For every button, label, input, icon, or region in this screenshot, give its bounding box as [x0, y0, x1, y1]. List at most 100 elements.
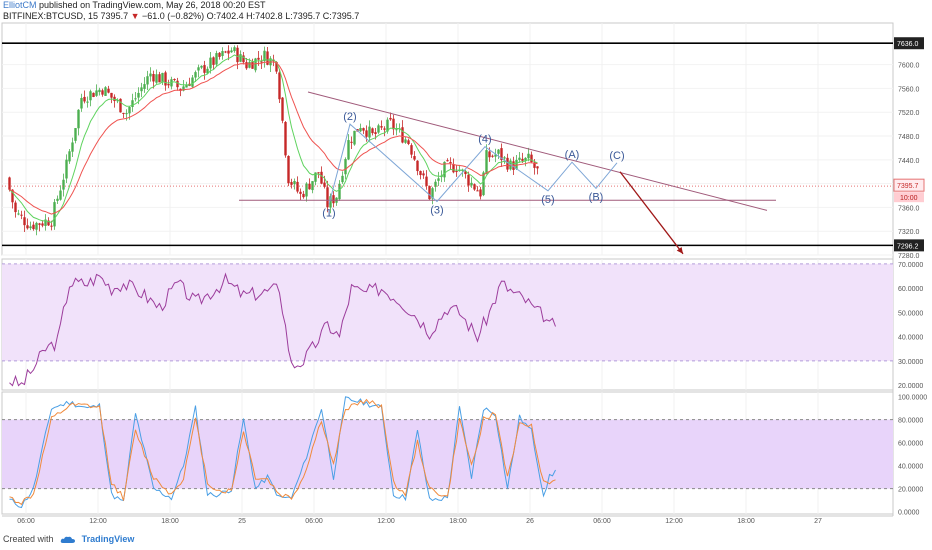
- candle-body: [164, 72, 167, 86]
- candle-body: [404, 139, 407, 143]
- rsi-axis-label: 40.0000: [898, 335, 923, 342]
- candle-body: [98, 89, 101, 93]
- candle-body: [320, 171, 323, 184]
- candle-body: [434, 181, 437, 187]
- candle-body: [482, 172, 485, 196]
- key-level-label: 7636.0: [897, 41, 919, 48]
- candle-body: [68, 151, 71, 162]
- time-axis-label: 12:00: [377, 518, 395, 525]
- tradingview-logo-icon: [60, 536, 76, 543]
- candle-body: [197, 67, 200, 71]
- candle-body: [521, 158, 524, 161]
- trading-chart[interactable]: 06:00 12:00 18:00 25 06:00 12:00 18:00 26 06:00 1…: [0, 0, 932, 530]
- candle-body: [128, 106, 131, 114]
- candle-body: [257, 57, 260, 60]
- publish-info: published on TradingView.com, May 26, 20…: [39, 0, 266, 10]
- candle-body: [350, 141, 353, 143]
- stoch-axis-label: 100.0000: [898, 395, 927, 402]
- stoch-axis-label: 60.0000: [898, 441, 923, 448]
- candle-body: [221, 51, 224, 57]
- candle-body: [371, 128, 374, 134]
- candle-body: [422, 173, 425, 176]
- rsi-axis-label: 70.0000: [898, 262, 923, 269]
- created-with-label: Created with: [3, 534, 54, 544]
- wave-label: (2): [343, 111, 356, 123]
- candle-body: [20, 214, 23, 216]
- candle-body: [296, 181, 299, 192]
- candle-body: [302, 193, 305, 198]
- candle-body: [194, 72, 197, 78]
- candle-body: [173, 79, 176, 81]
- rsi-band: [2, 263, 893, 361]
- candle-body: [134, 98, 137, 100]
- candle-body: [200, 65, 203, 68]
- candle-body: [467, 174, 470, 186]
- candle-body: [236, 47, 239, 63]
- price-axis-label: 7440.0: [898, 158, 920, 165]
- wave-label: (1): [322, 207, 335, 219]
- candle-body: [125, 113, 128, 115]
- candle-body: [152, 73, 155, 82]
- candle-body: [332, 195, 335, 204]
- wave-label: (5): [541, 194, 554, 206]
- wave-label: (B): [589, 191, 604, 203]
- current-price-label: 7395.7: [897, 183, 919, 190]
- candle-body: [104, 87, 107, 96]
- candle-body: [149, 73, 152, 77]
- candle-body: [518, 157, 521, 160]
- rsi-line: [9, 272, 556, 387]
- candle-body: [377, 125, 380, 133]
- candle-body: [338, 183, 341, 200]
- wave-label: (C): [609, 150, 624, 162]
- candle-body: [392, 118, 395, 130]
- high-value: H:7402.8: [246, 11, 283, 21]
- candle-body: [386, 119, 389, 132]
- candle-body: [170, 79, 173, 87]
- candle-body: [35, 222, 38, 230]
- candle-body: [290, 182, 293, 185]
- candle-body: [395, 129, 398, 131]
- candle-body: [299, 191, 302, 194]
- rsi-axis-label: 30.0000: [898, 359, 923, 366]
- tradingview-link[interactable]: TradingView: [81, 534, 135, 544]
- candle-body: [326, 187, 329, 208]
- candle-body: [341, 175, 344, 183]
- candle-body: [491, 155, 494, 157]
- candle-body: [29, 226, 32, 229]
- candle-body: [443, 161, 446, 178]
- close-value: C:7395.7: [322, 11, 360, 21]
- candle-body: [281, 97, 284, 121]
- candle-body: [344, 159, 347, 175]
- candle-body: [428, 186, 431, 200]
- candle-body: [14, 202, 17, 213]
- target-arrow-head: [676, 246, 683, 254]
- author-link[interactable]: ElliotCM: [3, 0, 37, 10]
- candle-body: [506, 157, 509, 170]
- candle-body: [248, 61, 251, 68]
- candle-body: [494, 154, 497, 157]
- candle-body: [413, 156, 416, 160]
- ema-slow-line: [9, 61, 538, 215]
- candle-body: [347, 140, 350, 160]
- candle-body: [155, 74, 158, 83]
- candle-body: [203, 65, 206, 73]
- time-axis-label: 18:00: [161, 518, 179, 525]
- candle-body: [260, 61, 263, 63]
- candle-body: [110, 92, 113, 98]
- candle-body: [368, 126, 371, 138]
- candle-body: [527, 153, 530, 159]
- time-axis-label: 06:00: [17, 518, 35, 525]
- candle-body: [209, 57, 212, 69]
- candle-body: [305, 183, 308, 197]
- price-axis-label: 7480.0: [898, 134, 920, 141]
- candle-body: [53, 202, 56, 227]
- candle-body: [449, 161, 452, 164]
- candle-body: [410, 145, 413, 155]
- candle-body: [401, 127, 404, 143]
- candle-body: [452, 164, 455, 173]
- candle-body: [230, 50, 233, 53]
- symbol-line: BITFINEX:BTCUSD, 15 7395.7 ▼ −61.0 (−0.8…: [3, 11, 359, 22]
- candle-body: [77, 109, 80, 129]
- candle-body: [185, 84, 188, 88]
- key-level-label: 7296.2: [897, 243, 919, 250]
